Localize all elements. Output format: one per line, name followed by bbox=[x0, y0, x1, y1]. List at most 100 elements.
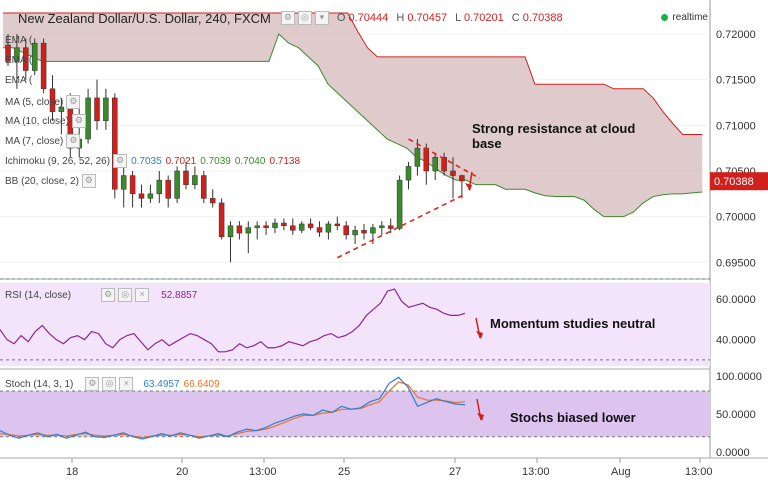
ichimoku-span-b bbox=[3, 12, 703, 135]
time-tick-label: 13:00 bbox=[685, 466, 713, 478]
eye-icon[interactable]: ◎ bbox=[102, 377, 117, 391]
ichimoku-value-1: 0.7035 bbox=[131, 155, 162, 167]
close-icon[interactable]: × bbox=[119, 377, 134, 391]
annotation-momentum: Momentum studies neutral bbox=[490, 316, 656, 331]
legend-ema-1-label: EMA ( bbox=[5, 35, 33, 46]
candle-body bbox=[218, 202, 225, 237]
candle-body bbox=[156, 179, 163, 195]
price-tick-label: 0.70000 bbox=[716, 212, 756, 224]
stoch-tick-label: 0.0000 bbox=[716, 447, 750, 459]
price-tick-label: 0.71500 bbox=[716, 75, 756, 87]
rsi-tick-label: 40.0000 bbox=[716, 335, 756, 347]
legend-ema-3-label: EMA ( bbox=[5, 75, 33, 86]
annotation-resistance: Strong resistance at cloud base bbox=[472, 121, 636, 151]
candle-body bbox=[379, 225, 385, 228]
candle-body bbox=[334, 223, 341, 227]
legend-stoch[interactable]: Stoch (14, 3, 1) ⚙ ◎ × 63.4957 66.6409 bbox=[5, 377, 220, 391]
legend-ma10[interactable]: MA (10, close) ⚙ bbox=[5, 114, 86, 128]
candle-body bbox=[174, 170, 180, 199]
settings-icon[interactable]: ⚙ bbox=[66, 95, 81, 109]
close-label: C bbox=[511, 12, 520, 24]
price-tick-label: 0.72000 bbox=[716, 29, 756, 41]
eye-icon[interactable]: ◎ bbox=[297, 11, 312, 25]
price-tick-label: 0.69500 bbox=[716, 257, 756, 269]
ichimoku-value-4: 0.7040 bbox=[234, 155, 266, 167]
legend-ema-2[interactable]: EMA ( bbox=[5, 55, 32, 66]
settings-icon[interactable]: ⚙ bbox=[85, 377, 100, 391]
legend-ma5[interactable]: MA (5, close) ⚙ bbox=[5, 95, 81, 109]
annotation-stochs: Stochs biased lower bbox=[510, 410, 636, 425]
candle-body bbox=[343, 225, 349, 236]
settings-icon[interactable]: ⚙ bbox=[71, 114, 86, 128]
candle-body bbox=[254, 225, 260, 228]
candle-body bbox=[405, 166, 412, 181]
legend-rsi[interactable]: RSI (14, close) ⚙ ◎ × 52.8857 bbox=[5, 288, 197, 302]
legend-bb-label: BB (20, close, 2) bbox=[5, 175, 79, 187]
candle-body bbox=[245, 227, 252, 234]
candle-body bbox=[112, 97, 118, 190]
time-tick-label: 13:00 bbox=[522, 466, 550, 478]
price-tag-label: 0.70388 bbox=[714, 176, 754, 188]
low-value: 0.70201 bbox=[463, 12, 504, 24]
low-label: L bbox=[455, 12, 461, 24]
candle-body bbox=[370, 227, 376, 234]
candle-body bbox=[227, 225, 234, 237]
settings-icon[interactable]: ⚙ bbox=[66, 134, 81, 148]
candle-body bbox=[165, 179, 171, 199]
candle-body bbox=[352, 230, 358, 236]
eye-icon[interactable]: ◎ bbox=[118, 288, 133, 302]
legend-ma5-label: MA (5, close) bbox=[5, 96, 64, 108]
candle-body bbox=[272, 222, 278, 228]
chart-header: New Zealand Dollar/U.S. Dollar, 240, FXC… bbox=[0, 8, 568, 28]
settings-icon[interactable]: ⚙ bbox=[81, 174, 96, 188]
settings-icon[interactable]: ⚙ bbox=[113, 154, 128, 168]
candle-body bbox=[58, 106, 65, 112]
more-icon[interactable]: ▾ bbox=[314, 11, 329, 25]
candle-body bbox=[361, 230, 367, 234]
stoch-band bbox=[0, 391, 710, 437]
candle-body bbox=[263, 225, 269, 228]
ichimoku-value-3: 0.7039 bbox=[200, 155, 231, 167]
ichimoku-value-2: 0.7021 bbox=[165, 155, 197, 167]
candle-body bbox=[192, 175, 198, 185]
ichimoku-value-5: 0.7138 bbox=[269, 155, 301, 167]
legend-ema-1[interactable]: EMA ( bbox=[5, 35, 32, 46]
candle-body bbox=[396, 179, 403, 229]
legend-ema-3[interactable]: EMA ( bbox=[5, 75, 32, 86]
legend-bb[interactable]: BB (20, close, 2) ⚙ bbox=[5, 174, 96, 188]
arrow-icon bbox=[465, 183, 472, 191]
settings-icon[interactable]: ⚙ bbox=[280, 11, 295, 25]
stoch-tick-label: 100.0000 bbox=[716, 371, 762, 383]
stoch-k-line bbox=[0, 376, 466, 440]
legend-rsi-label: RSI (14, close) bbox=[5, 289, 72, 301]
legend-ema-2-label: EMA ( bbox=[5, 55, 33, 66]
resistance-trendline bbox=[408, 138, 481, 179]
settings-icon[interactable]: ⚙ bbox=[101, 288, 116, 302]
candle-body bbox=[290, 225, 296, 231]
candle-body bbox=[423, 147, 430, 172]
ichimoku-span-a bbox=[3, 33, 703, 218]
candle-body bbox=[14, 47, 20, 62]
legend-stoch-label: Stoch (14, 3, 1) bbox=[5, 378, 74, 390]
time-tick-label: 20 bbox=[176, 466, 188, 478]
candle-body bbox=[183, 170, 189, 185]
time-tick-label: 25 bbox=[338, 466, 350, 478]
legend-ma7-label: MA (7, close) bbox=[5, 135, 64, 147]
realtime-label: realtime bbox=[672, 12, 708, 23]
candle-body bbox=[307, 223, 314, 228]
candle-body bbox=[129, 175, 136, 195]
rsi-value: 52.8857 bbox=[161, 289, 198, 301]
legend-ichimoku[interactable]: Ichimoku (9, 26, 52, 26) ⚙ 0.7035 0.7021… bbox=[5, 154, 300, 168]
candle-body bbox=[23, 47, 29, 71]
candle-body bbox=[236, 225, 243, 234]
candle-body bbox=[120, 175, 127, 190]
legend-ma7[interactable]: MA (7, close) ⚙ bbox=[5, 134, 81, 148]
close-icon[interactable]: × bbox=[135, 288, 150, 302]
candle-body bbox=[5, 44, 11, 62]
close-value: 0.70388 bbox=[522, 12, 563, 24]
stoch-d-value: 66.6409 bbox=[183, 378, 220, 390]
candle-body bbox=[85, 97, 91, 140]
realtime-indicator: realtime bbox=[661, 12, 708, 23]
candle-body bbox=[316, 227, 323, 233]
stoch-k-value: 63.4957 bbox=[143, 378, 180, 390]
